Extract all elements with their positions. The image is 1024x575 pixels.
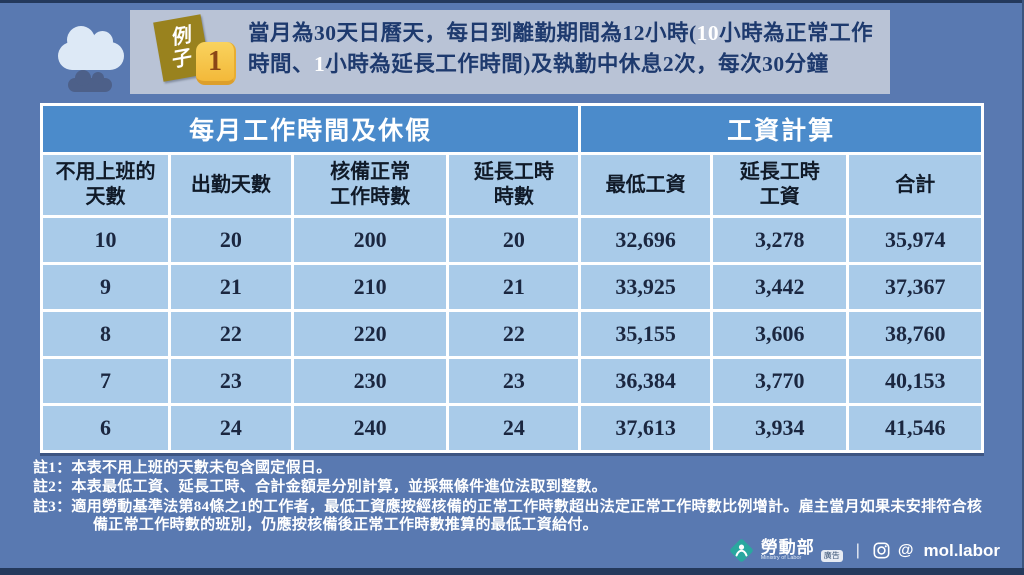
- table-cell: 37,367: [849, 265, 981, 309]
- example-number-badge: 1: [196, 42, 236, 85]
- footnotes: 註1：本表不用上班的天數未包含國定假日。 註2：本表最低工資、延長工時、合計金額…: [33, 459, 993, 535]
- cloud-icon: [50, 16, 140, 92]
- table-cell: 37,613: [581, 406, 711, 450]
- note-text: 適用勞動基準法第84條之1的工作者，最低工資應按經核備的正常工作時數超出法定正常…: [71, 498, 983, 533]
- note-label: 註2：: [33, 479, 72, 496]
- table-cell: 41,546: [849, 406, 981, 450]
- table-cell: 40,153: [849, 359, 981, 403]
- table-cell: 9: [43, 265, 169, 309]
- table-cell: 220: [293, 312, 447, 356]
- note-label: 註1：: [33, 460, 72, 476]
- table-cell: 210: [293, 265, 447, 309]
- ministry-name: 勞動部: [760, 538, 815, 558]
- note-text: 本表最低工資、延長工時、合計金額是分別計算，並採無條件進位法取到整數。: [71, 479, 607, 496]
- note-item: 註3：適用勞動基準法第84條之1的工作者，最低工資應按經核備的正常工作時數超出法…: [33, 498, 993, 535]
- table-cell: 8: [43, 312, 169, 356]
- example-tag-label: 例子: [172, 23, 192, 73]
- table-cell: 7: [43, 359, 169, 403]
- right-frame-bar: [1022, 0, 1024, 575]
- table-cell: 22: [171, 312, 291, 356]
- note-item: 註1：本表不用上班的天數未包含國定假日。: [33, 459, 993, 477]
- table-cell: 23: [171, 359, 291, 403]
- description-segment: 小時為延長工作時間)及執勤中休息2次，每次30分鐘: [325, 52, 829, 77]
- threads-icon: @: [897, 541, 914, 559]
- table-cell: 10: [43, 218, 169, 262]
- table-cell: 22: [449, 312, 579, 356]
- table-cell: 23: [449, 359, 579, 403]
- col-header-approved-hours: 核備正常 工作時數: [293, 155, 447, 215]
- ministry-name-block: 勞動部 Ministry of Labor: [761, 539, 815, 562]
- col-header-overtime-pay: 延長工時 工資: [713, 155, 847, 215]
- col-header-minimum-wage: 最低工資: [581, 155, 711, 215]
- col-header-total: 合計: [849, 155, 981, 215]
- description-highlight: 10: [696, 21, 720, 45]
- footer: 勞動部 Ministry of Labor 廣告 | @ mol.labor: [728, 537, 1000, 564]
- col-header-overtime-hours: 延長工時 時數: [449, 155, 579, 215]
- ministry-name-en: Ministry of Labor: [760, 555, 802, 562]
- note-item: 註2：本表最低工資、延長工時、合計金額是分別計算，並採無條件進位法取到整數。: [33, 478, 993, 496]
- table-cell: 240: [293, 406, 447, 450]
- table-cell: 3,278: [713, 218, 847, 262]
- table-cell: 21: [171, 265, 291, 309]
- table-cell: 38,760: [849, 312, 981, 356]
- ad-badge: 廣告: [820, 550, 843, 562]
- instagram-icon: [873, 542, 890, 559]
- table-cell: 3,442: [713, 265, 847, 309]
- footer-separator: |: [855, 541, 860, 559]
- description-text: 當月為30天日曆天，每日到離勤期間為12小時(10小時為正常工作時間、1小時為延…: [248, 18, 876, 80]
- note-label: 註3：: [33, 498, 72, 515]
- table-cell: 24: [449, 406, 579, 450]
- table-cell: 3,770: [713, 359, 847, 403]
- bottom-frame-bar: [0, 568, 1024, 575]
- table-cell: 20: [449, 218, 579, 262]
- table-cell: 24: [171, 406, 291, 450]
- social-handle: mol.labor: [923, 540, 1000, 560]
- note-text: 本表不用上班的天數未包含國定假日。: [71, 460, 332, 476]
- table-cell: 20: [171, 218, 291, 262]
- table-cell: 6: [43, 406, 169, 450]
- table-cell: 35,155: [581, 312, 711, 356]
- table-cell: 21: [449, 265, 579, 309]
- example-banner: 例子 1 當月為30天日曆天，每日到離勤期間為12小時(10小時為正常工作時間、…: [130, 10, 890, 94]
- description-segment: 小時為正常工作時間、: [248, 21, 874, 77]
- wage-table: 每月工作時間及休假 工資計算 不用上班的 天數 出勤天數 核備正常 工作時數 延…: [40, 103, 984, 453]
- cloud-main-icon: [58, 26, 124, 70]
- cloud-shadow-icon: [68, 70, 112, 92]
- description-highlight: 1: [314, 52, 326, 77]
- table-cell: 32,696: [581, 218, 711, 262]
- group-header-wage-calculation: 工資計算: [581, 106, 981, 152]
- table-cell: 3,934: [713, 406, 847, 450]
- table-cell: 35,974: [849, 218, 981, 262]
- table-cell: 3,606: [713, 312, 847, 356]
- table-cell: 36,384: [581, 359, 711, 403]
- top-frame-bar: [0, 0, 1024, 3]
- description-segment: 當月為30天日曆天，每日到離勤期間為12小時(: [248, 21, 697, 45]
- table-cell: 200: [293, 218, 447, 262]
- header-area: 例子 1 當月為30天日曆天，每日到離勤期間為12小時(10小時為正常工作時間、…: [40, 8, 984, 96]
- group-header-monthly-worktime: 每月工作時間及休假: [43, 106, 579, 152]
- col-header-days-off: 不用上班的 天數: [43, 155, 169, 215]
- col-header-attendance-days: 出勤天數: [171, 155, 291, 215]
- ministry-of-labor-logo-icon: [729, 539, 753, 562]
- table-cell: 33,925: [581, 265, 711, 309]
- table-cell: 230: [293, 359, 447, 403]
